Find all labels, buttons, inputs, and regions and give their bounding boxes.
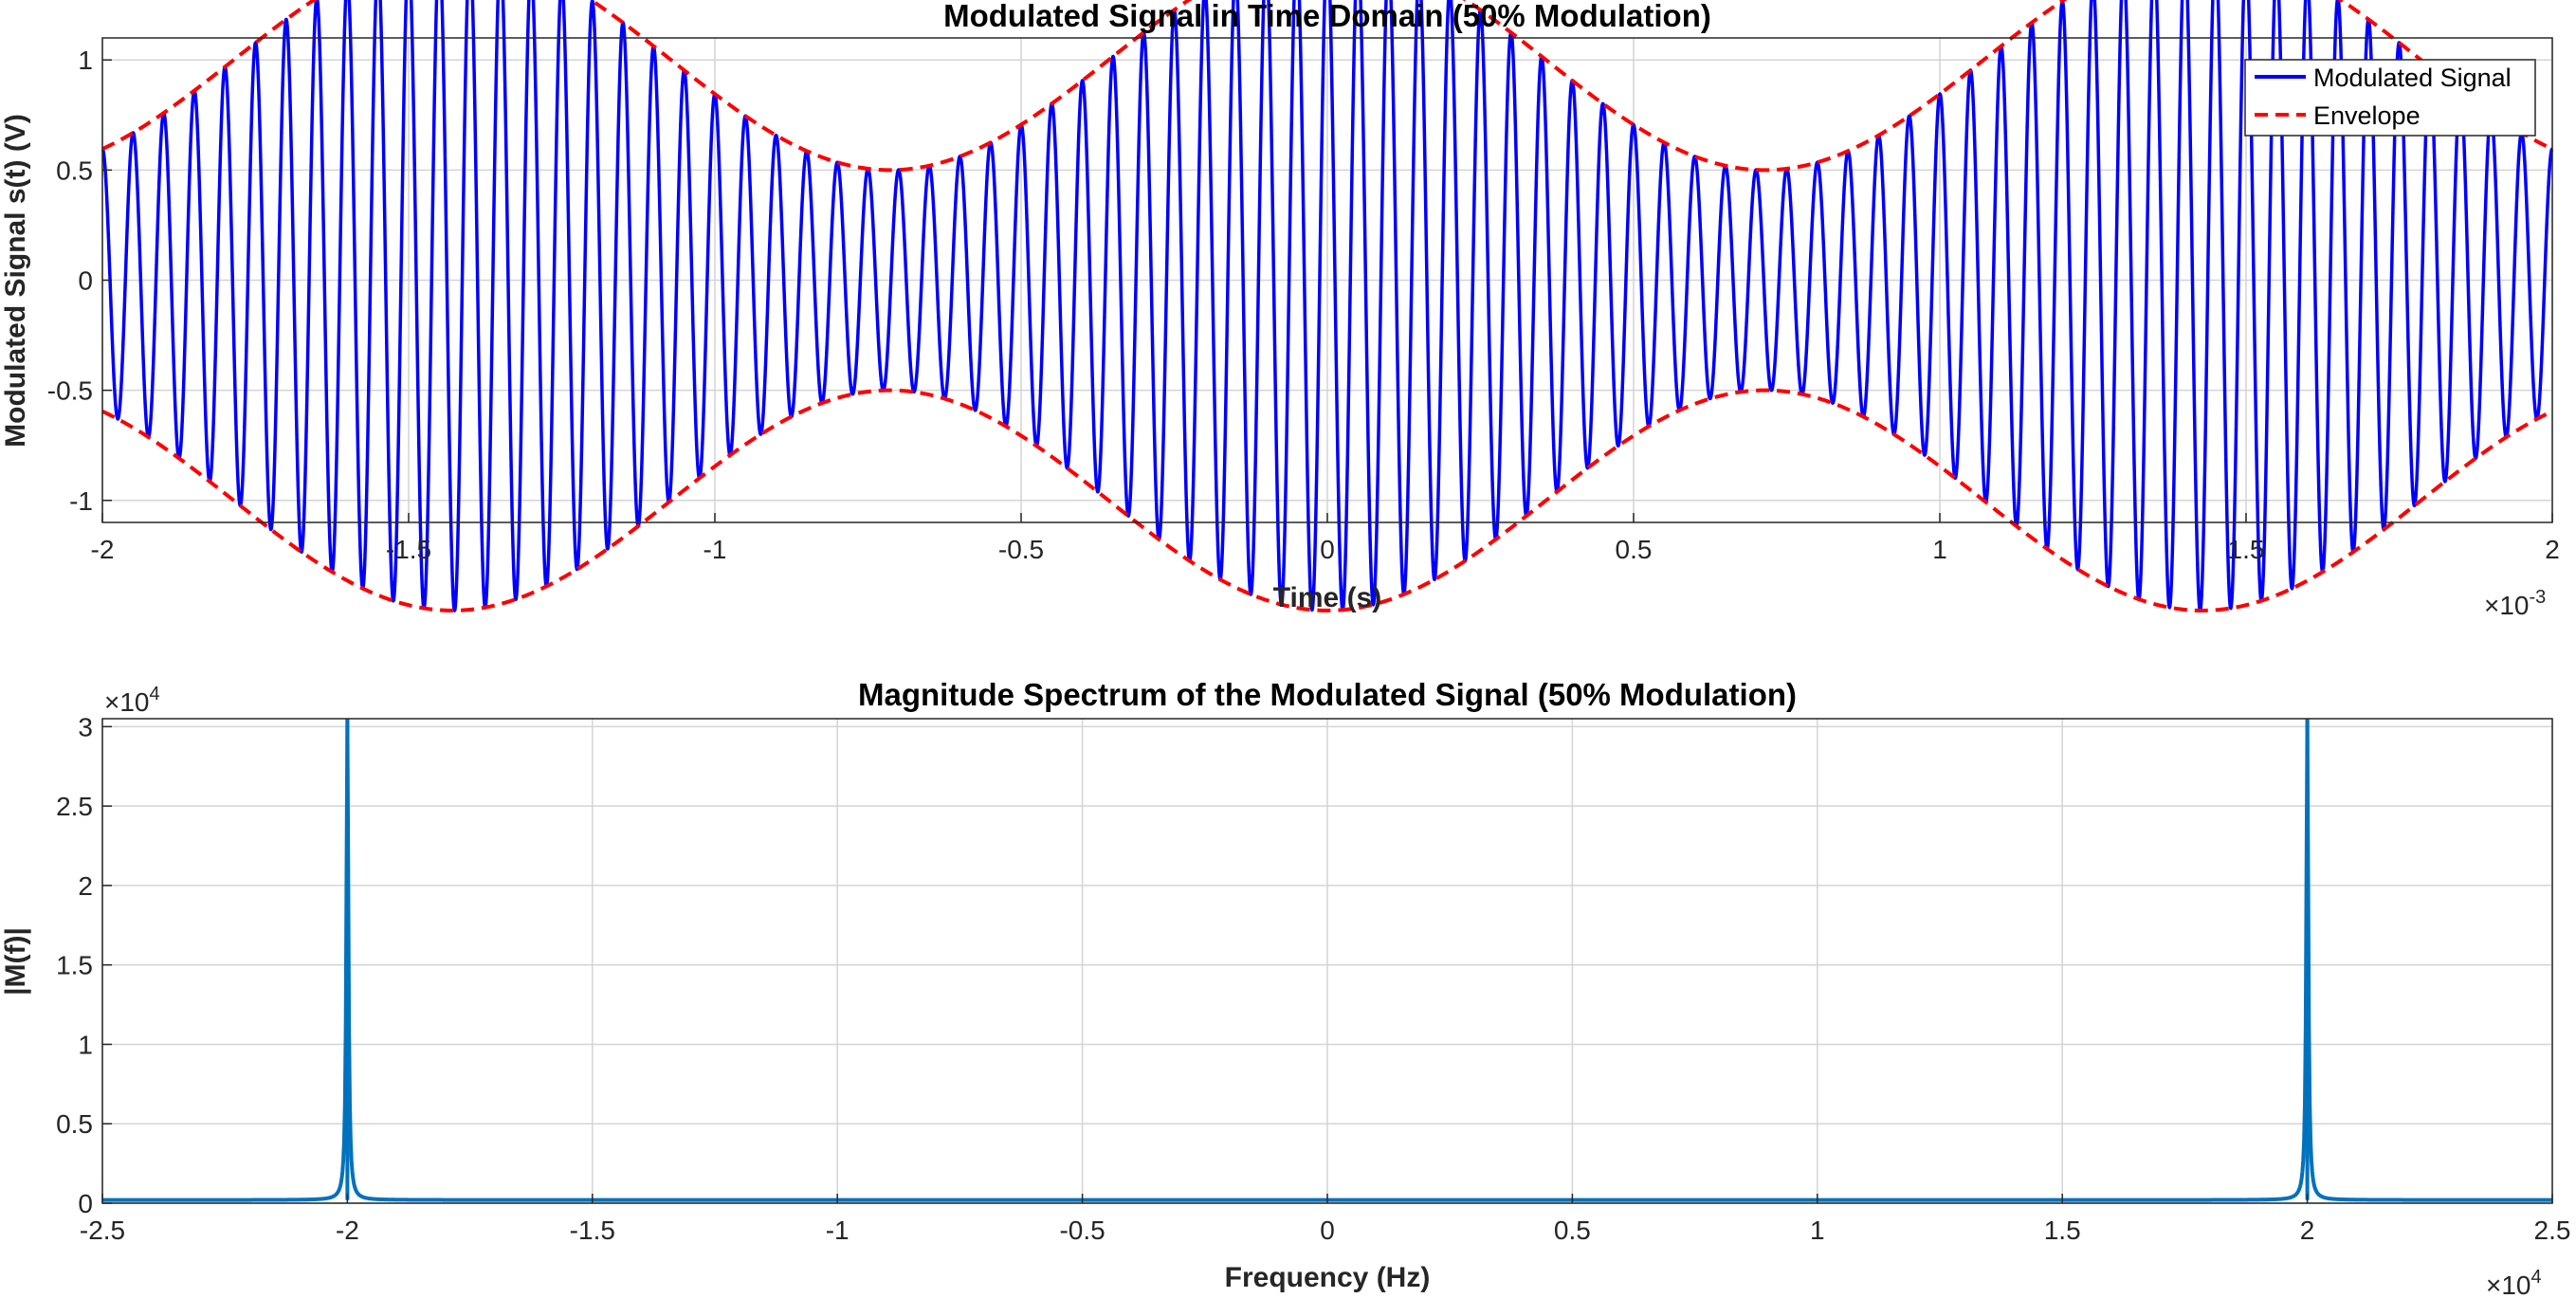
spectrum-y-tick-label: 2.5	[56, 792, 93, 821]
legend-label-modulated: Modulated Signal	[2313, 64, 2512, 92]
spectrum-x-tick-label: 0	[1320, 1216, 1335, 1245]
time-x-tick-label: -1.5	[386, 535, 431, 564]
time-plot-xlabel: Time (s)	[1273, 582, 1381, 613]
spectrum-x-tick-label: 2	[2300, 1216, 2315, 1245]
spectrum-y-tick-label: 0	[78, 1189, 93, 1218]
time-y-tick-label: 1	[78, 46, 93, 75]
envelope-lower-line	[101, 388, 2553, 612]
time-x-tick-label: -1	[703, 535, 727, 564]
spectrum-y-tick-label: 0.5	[56, 1109, 93, 1139]
time-plot-title: Modulated Signal in Time Domain (50% Mod…	[943, 0, 1711, 33]
time-x-tick-label: -2	[91, 535, 115, 564]
time-y-tick-label: 0	[78, 266, 93, 296]
spectrum-axes: -2.5 -2 -1.5 -1 -0.5 0 0.5 1 1.5 2 2.5 0 0.5 1 1.5 2 2.5…	[0, 677, 2570, 1298]
spectrum-y-tick-label: 2	[78, 871, 93, 901]
time-plot-legend: Modulated Signal Envelope	[2244, 59, 2536, 137]
spectrum-x-tick-label: -0.5	[1059, 1216, 1105, 1245]
spectrum-plot-xlabel: Frequency (Hz)	[1225, 1262, 1431, 1293]
spectrum-x-tick-label: -1	[826, 1216, 850, 1245]
time-x-tick-label: 1.5	[2228, 535, 2265, 564]
time-plot-x-exponent: ×10-3	[2484, 587, 2546, 620]
spectrum-x-tick-label: 2.5	[2534, 1216, 2571, 1245]
time-x-tick-label: 0	[1320, 535, 1335, 564]
spectrum-x-tick-label: -1.5	[570, 1216, 615, 1245]
spectrum-plot-ticks: -2.5 -2 -1.5 -1 -0.5 0 0.5 1 1.5 2 2.5 0 0.5 1 1.5 2 2.5…	[56, 712, 2570, 1245]
spectrum-plot-ylabel: |M(f)|	[0, 927, 31, 996]
time-x-tick-label: 2	[2545, 535, 2560, 564]
spectrum-y-tick-label: 1	[78, 1030, 93, 1059]
spectrum-x-tick-label: 1.5	[2044, 1216, 2081, 1245]
spectrum-x-tick-label: 0.5	[1554, 1216, 1591, 1245]
spectrum-plot-y-exponent: ×104	[104, 684, 160, 717]
spectrum-x-tick-label: -2.5	[80, 1216, 125, 1245]
spectrum-x-tick-label: 1	[1810, 1216, 1825, 1245]
time-plot-ticks: -2 -1.5 -1 -0.5 0 0.5 1 1.5 2 -1 -0.5 0 0.5 1	[47, 46, 2560, 564]
time-domain-axes: -2 -1.5 -1 -0.5 0 0.5 1 1.5 2 -1 -0.5 0 0.5 1 Modulat…	[0, 0, 2560, 620]
time-plot-ylabel: Modulated Signal s(t) (V)	[0, 114, 31, 448]
modulated-signal-line	[100, 0, 2554, 613]
spectrum-plot-x-exponent: ×104	[2486, 1267, 2542, 1298]
spectrum-y-tick-label: 1.5	[56, 951, 93, 980]
time-y-tick-label: -1	[69, 486, 93, 516]
legend-label-envelope: Envelope	[2313, 101, 2421, 130]
time-y-tick-label: -0.5	[47, 376, 93, 406]
time-plot-series	[100, 0, 2554, 613]
spectrum-plot-title: Magnitude Spectrum of the Modulated Sign…	[858, 677, 1797, 712]
spectrum-y-tick-label: 3	[78, 712, 93, 741]
time-y-tick-label: 0.5	[56, 155, 93, 185]
spectrum-x-tick-label: -2	[336, 1216, 359, 1245]
legend-box	[2244, 59, 2536, 137]
time-x-tick-label: 1	[1932, 535, 1947, 564]
time-x-tick-label: 0.5	[1616, 535, 1653, 564]
time-x-tick-label: -0.5	[998, 535, 1044, 564]
spectrum-plot-grid	[101, 719, 2553, 1204]
